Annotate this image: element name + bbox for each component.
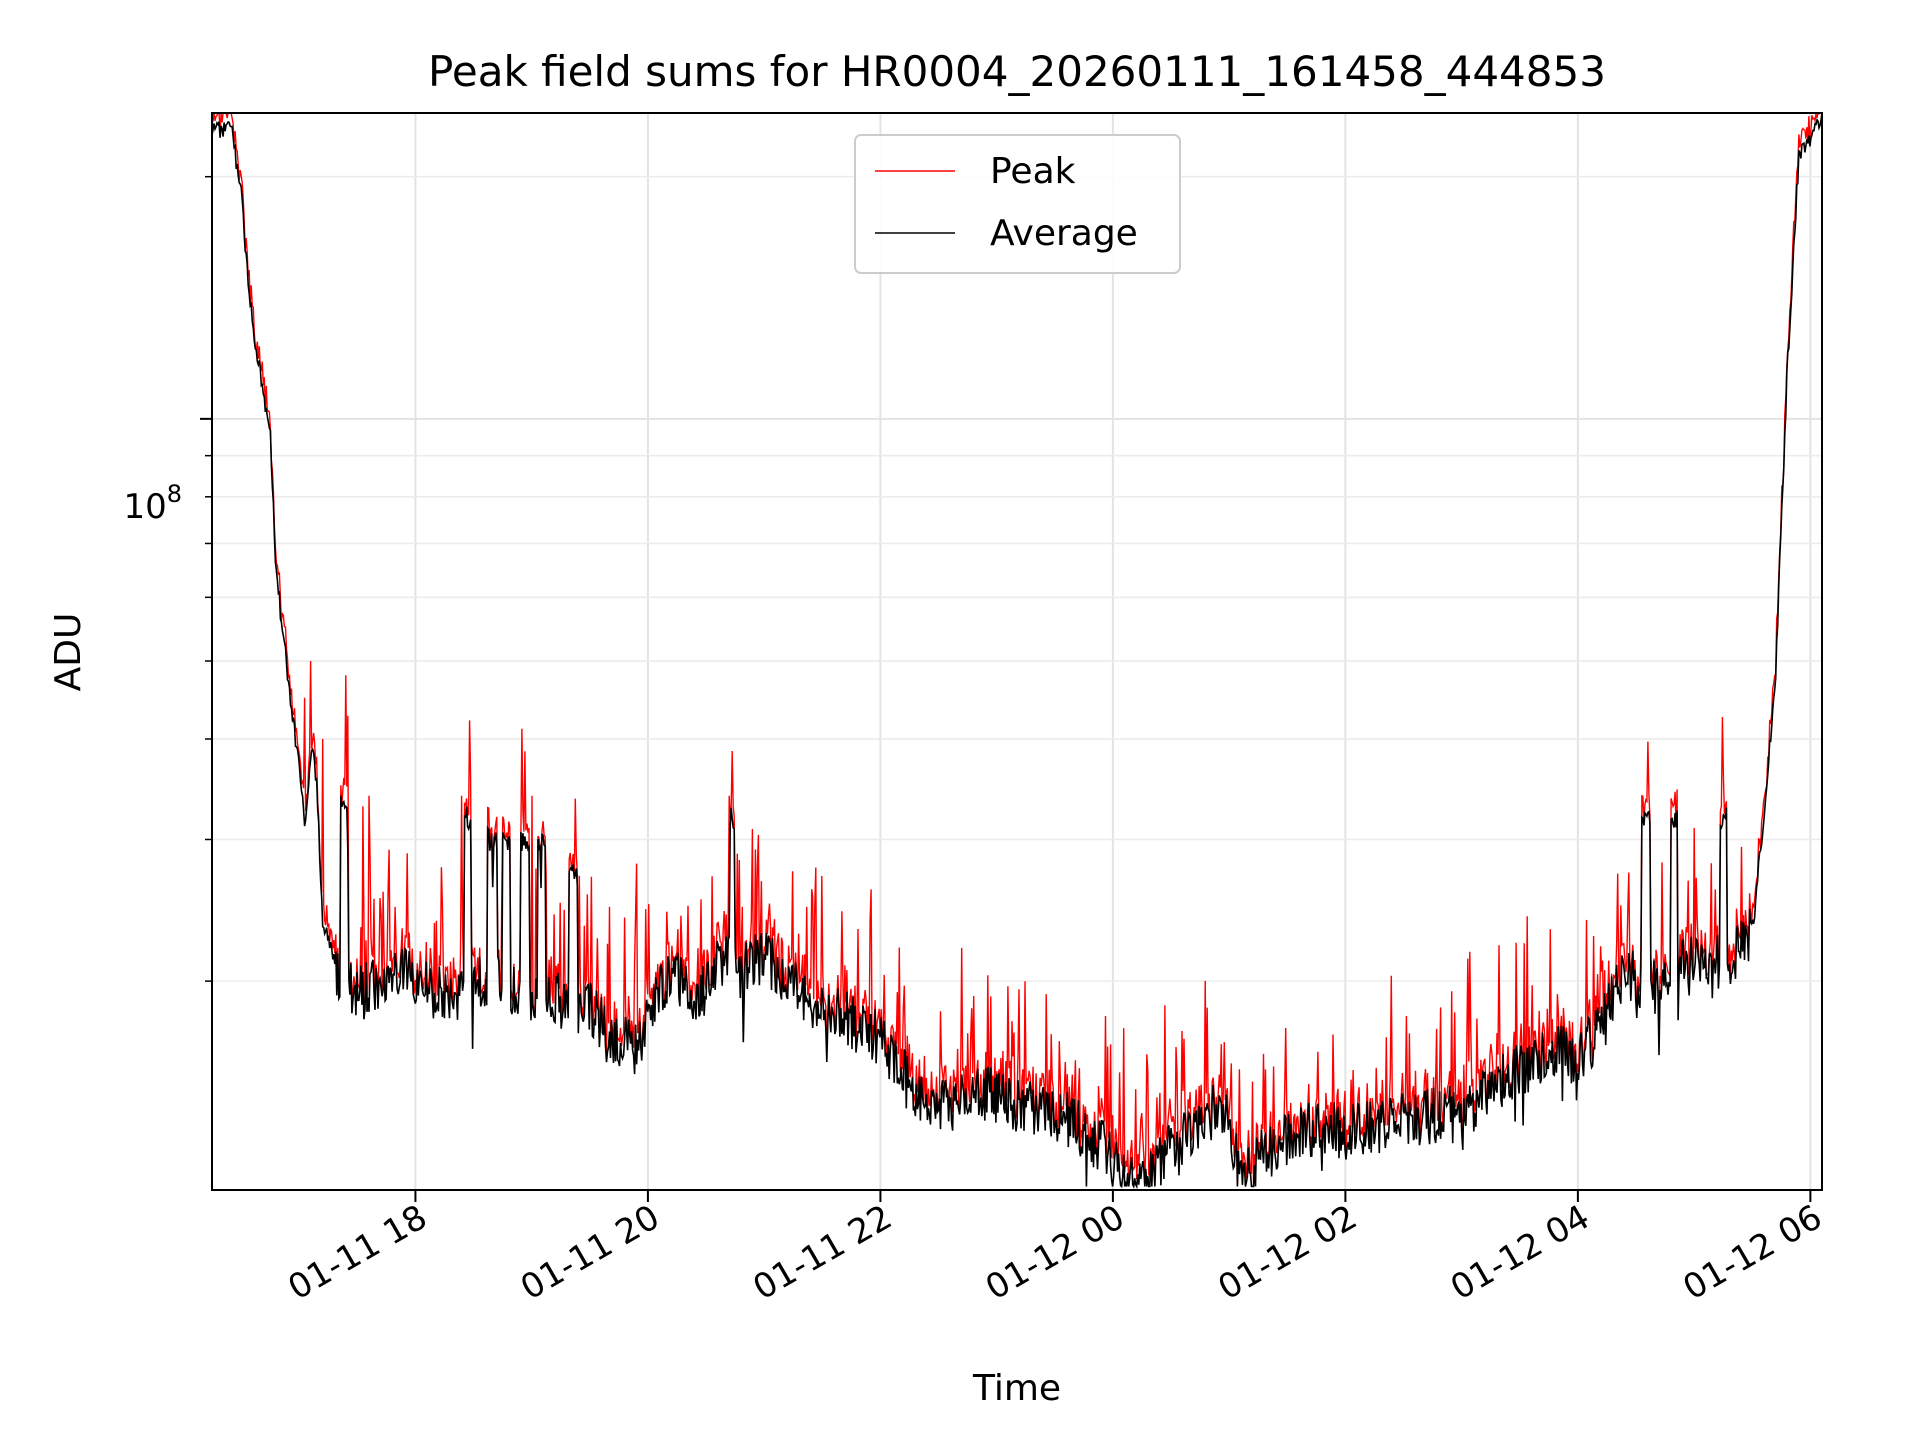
- y-tick-exponent: 8: [167, 480, 182, 508]
- y-tick-base: 10: [123, 487, 166, 527]
- y-major-tick-label: 108: [123, 480, 182, 527]
- legend-box: [854, 134, 1181, 274]
- chart-title: Peak field sums for HR0004_20260111_1614…: [428, 47, 1606, 96]
- y-axis-label: ADU: [48, 613, 89, 692]
- plot-area-frame: [211, 112, 1823, 1191]
- x-axis-label: Time: [972, 1368, 1061, 1409]
- legend-label-peak: Peak: [990, 151, 1076, 192]
- legend-label-average: Average: [990, 213, 1138, 254]
- series-line-average: [211, 112, 1823, 1190]
- svg-text:108: 108: [123, 480, 182, 527]
- legend: Peak Average: [854, 134, 1181, 274]
- series-lines: [211, 111, 1823, 1190]
